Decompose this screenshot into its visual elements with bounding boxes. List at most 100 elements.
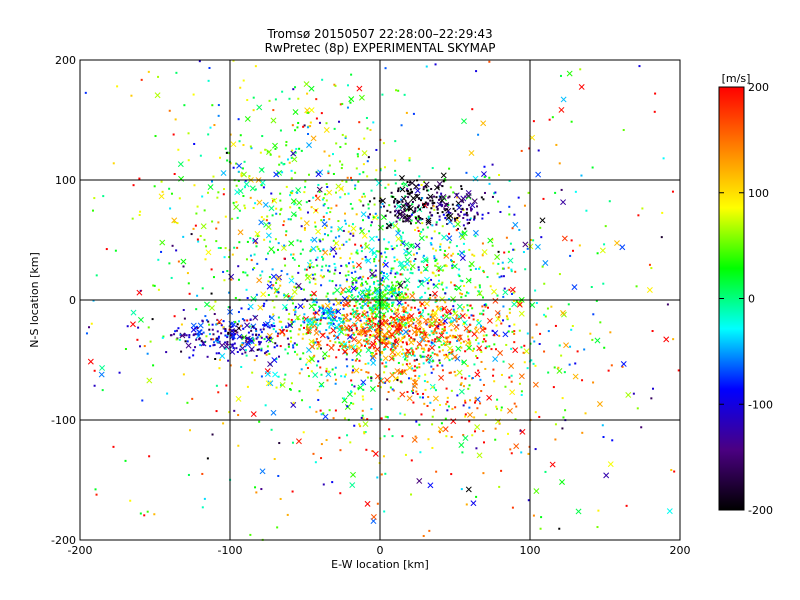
data-point-dot	[317, 343, 320, 346]
data-point-dot	[362, 327, 365, 330]
data-point-dot	[435, 221, 438, 224]
data-point-cross	[159, 239, 166, 246]
data-point-dot	[451, 407, 454, 410]
data-point-dot	[254, 65, 257, 68]
data-point-dot	[114, 249, 117, 252]
data-point-dot	[287, 295, 290, 298]
data-point-dot	[350, 329, 353, 332]
data-point-dot	[342, 345, 345, 348]
data-point-dot	[399, 380, 402, 383]
data-point-dot	[217, 246, 220, 249]
data-point-dot	[302, 305, 305, 308]
data-point-dot	[307, 173, 310, 176]
data-point-dot	[377, 296, 380, 299]
data-point-dot	[395, 296, 398, 299]
data-point-dot	[431, 224, 434, 227]
data-point-dot	[337, 348, 340, 351]
data-point-dot	[437, 339, 440, 342]
data-point-dot	[476, 336, 479, 339]
data-point-cross	[471, 198, 478, 205]
data-point-dot	[399, 412, 402, 415]
data-point-dot	[257, 333, 260, 336]
data-point-dot	[492, 262, 495, 265]
data-point-dot	[468, 218, 471, 221]
data-point-dot	[397, 228, 400, 231]
data-point-dot	[452, 260, 455, 263]
data-point-dot	[210, 268, 213, 271]
data-point-dot	[480, 360, 483, 363]
data-point-dot	[477, 133, 480, 136]
data-point-cross	[497, 350, 504, 356]
data-point-dot	[288, 97, 291, 100]
data-point-dot	[192, 93, 195, 96]
data-point-dot	[406, 330, 409, 333]
data-point-dot	[372, 121, 375, 124]
data-point-dot	[443, 264, 446, 267]
data-point-dot	[256, 235, 259, 238]
data-point-cross	[295, 438, 302, 445]
data-point-cross	[422, 265, 429, 272]
data-point-dot	[374, 300, 377, 303]
data-point-dot	[474, 430, 477, 433]
data-point-cross	[607, 461, 614, 468]
data-point-dot	[382, 381, 385, 384]
data-point-dot	[570, 239, 573, 242]
data-point-dot	[358, 423, 361, 426]
data-point-cross	[374, 330, 381, 337]
data-point-dot	[400, 243, 403, 246]
data-point-dot	[237, 311, 240, 314]
data-point-dot	[406, 390, 409, 393]
data-point-dot	[322, 215, 325, 218]
data-point-dot	[270, 192, 273, 195]
data-point-dot	[321, 276, 324, 279]
data-point-dot	[250, 329, 253, 332]
data-point-dot	[474, 399, 477, 402]
data-point-dot	[215, 337, 218, 340]
data-point-cross	[666, 508, 673, 515]
data-point-dot	[294, 151, 297, 154]
data-point-dot	[395, 271, 398, 274]
data-point-dot	[325, 329, 328, 332]
data-point-dot	[412, 338, 415, 341]
data-point-dot	[277, 242, 280, 245]
data-point-dot	[353, 310, 356, 313]
data-point-dot	[249, 254, 252, 257]
data-point-dot	[441, 211, 444, 214]
data-point-dot	[300, 149, 303, 152]
data-point-cross	[518, 373, 525, 380]
data-point-dot	[394, 214, 397, 217]
data-point-dot	[381, 352, 384, 355]
data-point-dot	[387, 337, 390, 340]
data-point-dot	[321, 314, 324, 317]
data-point-cross	[319, 332, 326, 339]
data-point-cross	[492, 297, 499, 304]
data-point-dot	[465, 171, 468, 174]
data-point-dot	[442, 308, 445, 311]
data-point-dot	[482, 198, 485, 201]
data-point-dot	[395, 311, 398, 314]
data-point-dot	[441, 349, 444, 352]
data-point-dot	[393, 346, 396, 349]
data-point-dot	[345, 265, 348, 268]
data-point-dot	[308, 266, 311, 269]
data-point-cross	[272, 142, 278, 149]
data-point-dot	[365, 331, 368, 334]
data-point-dot	[340, 264, 343, 267]
data-point-dot	[382, 274, 385, 277]
data-point-dot	[356, 287, 359, 290]
data-point-dot	[365, 319, 368, 322]
data-point-dot	[398, 319, 401, 322]
data-point-cross	[447, 345, 453, 352]
data-point-cross	[304, 107, 311, 114]
data-point-dot	[387, 390, 390, 393]
data-point-dot	[424, 373, 427, 376]
data-point-cross	[270, 273, 277, 280]
data-point-dot	[344, 137, 347, 140]
data-point-dot	[423, 402, 426, 405]
data-point-dot	[216, 340, 219, 343]
data-point-dot	[401, 348, 404, 351]
data-point-dot	[205, 335, 208, 338]
data-point-dot	[454, 336, 457, 339]
data-point-dot	[335, 252, 338, 255]
data-point-dot	[469, 341, 472, 344]
